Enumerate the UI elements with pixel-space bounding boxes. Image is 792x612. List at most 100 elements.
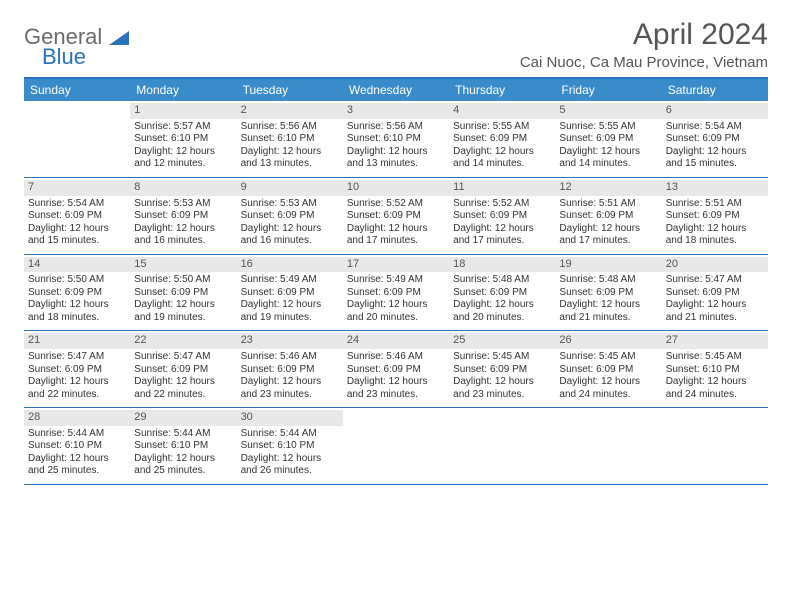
sunrise-text: Sunrise: 5:50 AM <box>134 274 232 287</box>
sunset-text: Sunset: 6:09 PM <box>347 210 445 223</box>
day-number: 15 <box>130 257 236 273</box>
day-number: 1 <box>130 103 236 119</box>
dow-wed: Wednesday <box>343 79 449 101</box>
day-cell: 24Sunrise: 5:46 AMSunset: 6:09 PMDayligh… <box>343 331 449 407</box>
day-cell: 11Sunrise: 5:52 AMSunset: 6:09 PMDayligh… <box>449 178 555 254</box>
daylight-text: Daylight: 12 hours and 18 minutes. <box>28 299 126 324</box>
daylight-text: Daylight: 12 hours and 20 minutes. <box>453 299 551 324</box>
day-number: 18 <box>449 257 555 273</box>
sunrise-text: Sunrise: 5:53 AM <box>241 198 339 211</box>
day-cell <box>343 408 449 484</box>
day-number: 25 <box>449 333 555 349</box>
day-number: 14 <box>24 257 130 273</box>
sunset-text: Sunset: 6:09 PM <box>347 364 445 377</box>
day-number: 26 <box>555 333 661 349</box>
sunrise-text: Sunrise: 5:46 AM <box>241 351 339 364</box>
sunset-text: Sunset: 6:09 PM <box>666 133 764 146</box>
dow-sun: Sunday <box>24 79 130 101</box>
sunrise-text: Sunrise: 5:55 AM <box>559 121 657 134</box>
sunset-text: Sunset: 6:09 PM <box>666 287 764 300</box>
daylight-text: Daylight: 12 hours and 14 minutes. <box>453 146 551 171</box>
sunrise-text: Sunrise: 5:56 AM <box>241 121 339 134</box>
daylight-text: Daylight: 12 hours and 23 minutes. <box>241 376 339 401</box>
day-cell: 26Sunrise: 5:45 AMSunset: 6:09 PMDayligh… <box>555 331 661 407</box>
sunrise-text: Sunrise: 5:45 AM <box>666 351 764 364</box>
day-cell: 22Sunrise: 5:47 AMSunset: 6:09 PMDayligh… <box>130 331 236 407</box>
daylight-text: Daylight: 12 hours and 21 minutes. <box>666 299 764 324</box>
daylight-text: Daylight: 12 hours and 24 minutes. <box>666 376 764 401</box>
sunrise-text: Sunrise: 5:48 AM <box>453 274 551 287</box>
daylight-text: Daylight: 12 hours and 12 minutes. <box>134 146 232 171</box>
sunset-text: Sunset: 6:09 PM <box>453 133 551 146</box>
daylight-text: Daylight: 12 hours and 19 minutes. <box>134 299 232 324</box>
sunset-text: Sunset: 6:10 PM <box>241 440 339 453</box>
sunrise-text: Sunrise: 5:52 AM <box>347 198 445 211</box>
sunrise-text: Sunrise: 5:47 AM <box>666 274 764 287</box>
day-number: 12 <box>555 180 661 196</box>
page: General Blue April 2024 Cai Nuoc, Ca Mau… <box>0 0 792 503</box>
daylight-text: Daylight: 12 hours and 14 minutes. <box>559 146 657 171</box>
daylight-text: Daylight: 12 hours and 25 minutes. <box>28 453 126 478</box>
sunset-text: Sunset: 6:09 PM <box>28 210 126 223</box>
sunrise-text: Sunrise: 5:54 AM <box>28 198 126 211</box>
day-cell: 21Sunrise: 5:47 AMSunset: 6:09 PMDayligh… <box>24 331 130 407</box>
month-title: April 2024 <box>520 18 768 52</box>
sunset-text: Sunset: 6:09 PM <box>241 287 339 300</box>
sunrise-text: Sunrise: 5:52 AM <box>453 198 551 211</box>
sunrise-text: Sunrise: 5:56 AM <box>347 121 445 134</box>
sunrise-text: Sunrise: 5:45 AM <box>453 351 551 364</box>
sunset-text: Sunset: 6:09 PM <box>666 210 764 223</box>
day-number: 8 <box>130 180 236 196</box>
sunset-text: Sunset: 6:10 PM <box>347 133 445 146</box>
sunrise-text: Sunrise: 5:50 AM <box>28 274 126 287</box>
daylight-text: Daylight: 12 hours and 16 minutes. <box>134 223 232 248</box>
location: Cai Nuoc, Ca Mau Province, Vietnam <box>520 54 768 71</box>
sunset-text: Sunset: 6:09 PM <box>241 364 339 377</box>
dow-tue: Tuesday <box>237 79 343 101</box>
day-number: 27 <box>662 333 768 349</box>
week-row: 7Sunrise: 5:54 AMSunset: 6:09 PMDaylight… <box>24 178 768 255</box>
day-number: 24 <box>343 333 449 349</box>
day-cell: 10Sunrise: 5:52 AMSunset: 6:09 PMDayligh… <box>343 178 449 254</box>
dow-row: Sunday Monday Tuesday Wednesday Thursday… <box>24 79 768 101</box>
sunset-text: Sunset: 6:09 PM <box>134 287 232 300</box>
day-number: 20 <box>662 257 768 273</box>
logo: General Blue <box>24 24 129 70</box>
sunset-text: Sunset: 6:09 PM <box>559 287 657 300</box>
sunset-text: Sunset: 6:09 PM <box>28 287 126 300</box>
day-number: 5 <box>555 103 661 119</box>
day-cell: 2Sunrise: 5:56 AMSunset: 6:10 PMDaylight… <box>237 101 343 177</box>
day-number: 29 <box>130 410 236 426</box>
day-cell <box>449 408 555 484</box>
day-cell: 27Sunrise: 5:45 AMSunset: 6:10 PMDayligh… <box>662 331 768 407</box>
day-cell: 29Sunrise: 5:44 AMSunset: 6:10 PMDayligh… <box>130 408 236 484</box>
sunset-text: Sunset: 6:09 PM <box>134 210 232 223</box>
sunset-text: Sunset: 6:10 PM <box>134 440 232 453</box>
sunset-text: Sunset: 6:09 PM <box>241 210 339 223</box>
daylight-text: Daylight: 12 hours and 17 minutes. <box>559 223 657 248</box>
day-cell: 20Sunrise: 5:47 AMSunset: 6:09 PMDayligh… <box>662 255 768 331</box>
day-cell <box>555 408 661 484</box>
daylight-text: Daylight: 12 hours and 17 minutes. <box>453 223 551 248</box>
sunset-text: Sunset: 6:09 PM <box>559 133 657 146</box>
daylight-text: Daylight: 12 hours and 23 minutes. <box>453 376 551 401</box>
day-cell: 15Sunrise: 5:50 AMSunset: 6:09 PMDayligh… <box>130 255 236 331</box>
day-cell: 8Sunrise: 5:53 AMSunset: 6:09 PMDaylight… <box>130 178 236 254</box>
sunrise-text: Sunrise: 5:46 AM <box>347 351 445 364</box>
daylight-text: Daylight: 12 hours and 22 minutes. <box>134 376 232 401</box>
daylight-text: Daylight: 12 hours and 20 minutes. <box>347 299 445 324</box>
day-cell: 12Sunrise: 5:51 AMSunset: 6:09 PMDayligh… <box>555 178 661 254</box>
sunrise-text: Sunrise: 5:47 AM <box>134 351 232 364</box>
daylight-text: Daylight: 12 hours and 22 minutes. <box>28 376 126 401</box>
week-row: 21Sunrise: 5:47 AMSunset: 6:09 PMDayligh… <box>24 331 768 408</box>
day-number: 19 <box>555 257 661 273</box>
day-number: 6 <box>662 103 768 119</box>
title-block: April 2024 Cai Nuoc, Ca Mau Province, Vi… <box>520 18 768 71</box>
day-cell: 18Sunrise: 5:48 AMSunset: 6:09 PMDayligh… <box>449 255 555 331</box>
day-cell: 19Sunrise: 5:48 AMSunset: 6:09 PMDayligh… <box>555 255 661 331</box>
sunset-text: Sunset: 6:09 PM <box>559 210 657 223</box>
sunset-text: Sunset: 6:09 PM <box>134 364 232 377</box>
daylight-text: Daylight: 12 hours and 24 minutes. <box>559 376 657 401</box>
daylight-text: Daylight: 12 hours and 21 minutes. <box>559 299 657 324</box>
calendar: Sunday Monday Tuesday Wednesday Thursday… <box>24 77 768 485</box>
